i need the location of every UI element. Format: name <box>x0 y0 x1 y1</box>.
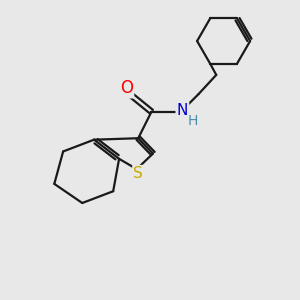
Text: H: H <box>188 114 199 128</box>
Text: N: N <box>177 103 188 118</box>
Text: S: S <box>133 166 143 181</box>
Text: O: O <box>120 79 133 97</box>
